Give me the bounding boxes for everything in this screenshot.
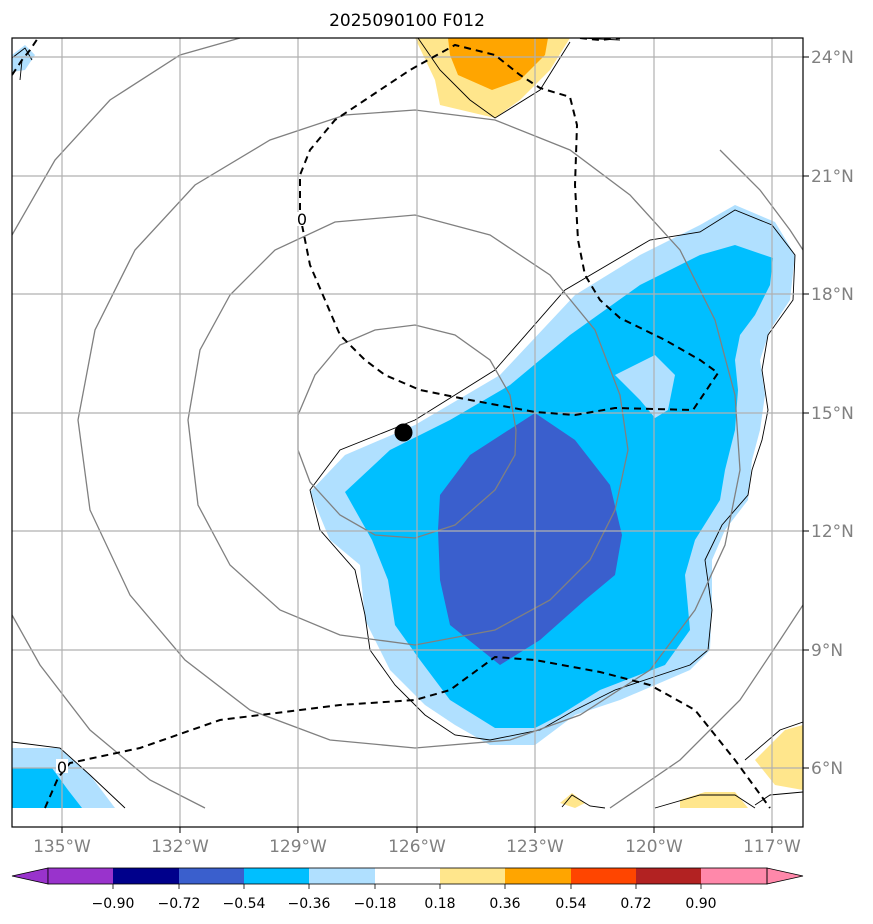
colorbar-tick-label: −0.90 xyxy=(92,896,135,912)
lat-label: 15°N xyxy=(811,404,854,424)
colorbar-tick-label: 0.36 xyxy=(489,896,520,912)
colorbar-tick-label: −0.36 xyxy=(288,896,331,912)
zero-contour-label-south: 0 xyxy=(57,758,67,777)
colorbar-segment xyxy=(113,868,179,884)
pressure-contour-1 xyxy=(297,324,517,539)
colorbar-segment xyxy=(701,868,767,884)
colorbar-segment xyxy=(309,868,375,884)
pressure-contour-2 xyxy=(187,214,629,646)
field-outline-sw xyxy=(12,741,126,809)
lon-label: 135°W xyxy=(33,837,91,857)
figure-title: 2025090100 F012 xyxy=(329,11,485,31)
lat-label: 18°N xyxy=(811,285,854,305)
zero-contour-south xyxy=(44,655,771,809)
colorbar-extend-high xyxy=(766,867,804,885)
colorbar-tick-label: −0.54 xyxy=(223,896,266,912)
zero-contour-north xyxy=(299,43,720,417)
yellow-region-s2 xyxy=(560,793,585,808)
dark-blue-core xyxy=(438,413,622,665)
pressure-contour-3 xyxy=(77,109,741,749)
colorbar-extend-low xyxy=(11,867,49,885)
map-plot-area: 0 0 xyxy=(12,38,803,827)
gridlines xyxy=(12,38,803,827)
zero-contour-label-north: 0 xyxy=(297,210,307,229)
lat-label: 24°N xyxy=(811,48,854,68)
colorbar-segment xyxy=(505,868,571,884)
lat-label: 9°N xyxy=(811,641,843,661)
lon-label: 132°W xyxy=(151,837,209,857)
colorbar-segment xyxy=(244,868,309,884)
lon-label: 123°W xyxy=(506,837,564,857)
colorbar-segment xyxy=(571,868,636,884)
pressure-contour-6 xyxy=(609,604,803,809)
colorbar-segment xyxy=(440,868,505,884)
colorbar-tick-label: 0.90 xyxy=(685,896,716,912)
blue-region-sw xyxy=(12,768,82,808)
colorbar-tick-label: −0.18 xyxy=(354,896,397,912)
lat-label: 6°N xyxy=(811,759,843,779)
pressure-contour-7 xyxy=(719,149,803,251)
colorbar-tick-label: 0.72 xyxy=(620,896,651,912)
lon-label: 126°W xyxy=(388,837,446,857)
colorbar-segment xyxy=(179,868,244,884)
lat-label: 12°N xyxy=(811,522,854,542)
zero-contour-ne xyxy=(579,38,621,42)
lon-label: 117°W xyxy=(743,837,801,857)
orange-region-top xyxy=(448,38,548,90)
axis-ticks xyxy=(61,56,809,833)
lon-label: 129°W xyxy=(269,837,327,857)
shaded-anomaly-field xyxy=(12,38,803,808)
lon-label: 120°W xyxy=(625,837,683,857)
storm-center-marker xyxy=(394,423,413,442)
latitude-labels: 24°N 21°N 18°N 15°N 12°N 9°N 6°N xyxy=(811,48,854,779)
pressure-contour-4 xyxy=(12,38,241,236)
yellow-region-s1 xyxy=(680,792,748,808)
pressure-contour-5 xyxy=(12,614,206,809)
colorbar-segment xyxy=(48,868,113,884)
map-frame xyxy=(11,37,804,828)
yellow-region-se xyxy=(755,725,803,790)
colorbar-tick-label: −0.72 xyxy=(158,896,201,912)
light-blue-pocket xyxy=(615,355,675,418)
colorbar: −0.90 −0.72 −0.54 −0.36 −0.18 0.18 0.36 … xyxy=(11,867,804,912)
colorbar-segment xyxy=(375,868,440,884)
zero-contour-nw xyxy=(12,38,39,76)
field-outline-top xyxy=(417,38,571,119)
pressure-contours xyxy=(12,38,803,809)
colorbar-tick-label: 0.18 xyxy=(424,896,455,912)
colorbar-tick-label: 0.54 xyxy=(555,896,586,912)
colorbar-segment xyxy=(636,868,701,884)
longitude-labels: 135°W 132°W 129°W 126°W 123°W 120°W 117°… xyxy=(33,837,801,857)
field-outline-se xyxy=(561,721,803,809)
lat-label: 21°N xyxy=(811,167,854,187)
